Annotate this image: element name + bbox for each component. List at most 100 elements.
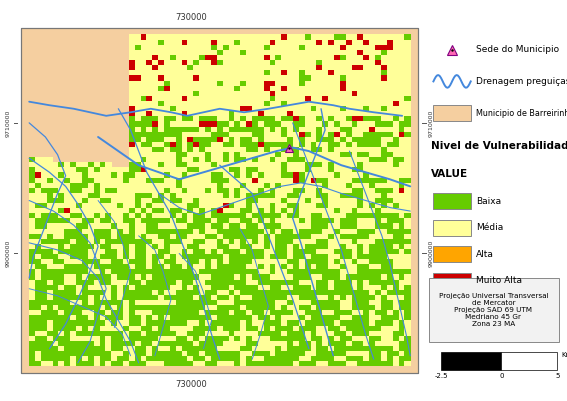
Bar <box>181 198 188 203</box>
Bar <box>158 259 164 264</box>
Bar <box>387 264 393 269</box>
Bar <box>188 346 194 351</box>
Bar <box>269 269 276 275</box>
Bar <box>264 249 270 254</box>
Bar <box>223 228 229 234</box>
Bar <box>211 228 217 234</box>
Bar <box>70 269 77 275</box>
Bar <box>170 218 176 223</box>
Bar <box>252 249 258 254</box>
Bar <box>340 157 346 162</box>
Bar <box>193 172 200 178</box>
Bar <box>117 310 124 315</box>
Bar <box>363 279 370 285</box>
Bar <box>281 172 287 178</box>
Bar <box>158 239 164 244</box>
Bar <box>240 315 247 320</box>
Bar <box>117 233 124 239</box>
Bar <box>269 300 276 305</box>
Bar <box>246 279 252 285</box>
Bar <box>369 152 375 157</box>
Bar <box>199 157 205 162</box>
Bar <box>346 157 352 162</box>
Bar <box>287 290 293 295</box>
Bar <box>399 325 405 331</box>
Bar <box>381 182 387 188</box>
Bar <box>129 351 135 356</box>
Bar <box>404 361 411 367</box>
Bar <box>269 346 276 351</box>
Bar <box>363 325 370 331</box>
Bar <box>88 290 94 295</box>
Bar <box>357 152 364 157</box>
Bar <box>246 259 252 264</box>
Bar <box>41 187 47 193</box>
Bar <box>205 351 211 356</box>
Bar <box>334 208 340 213</box>
Bar <box>94 340 100 346</box>
Bar <box>188 80 194 86</box>
Bar <box>304 55 311 60</box>
Bar <box>64 284 71 290</box>
Bar <box>246 192 252 198</box>
Bar <box>381 187 387 193</box>
Bar <box>105 172 112 178</box>
Bar <box>316 50 323 55</box>
Bar <box>181 142 188 147</box>
Bar <box>375 80 382 86</box>
Bar <box>258 295 264 300</box>
Bar <box>340 75 346 81</box>
Bar <box>299 172 305 178</box>
Bar <box>276 290 282 295</box>
Bar <box>205 101 211 106</box>
Bar <box>199 203 205 208</box>
Bar <box>141 315 147 320</box>
Bar <box>322 269 329 275</box>
Bar <box>164 34 170 40</box>
Bar <box>64 279 71 285</box>
Bar <box>211 325 217 331</box>
Bar <box>404 259 411 264</box>
Bar <box>322 75 329 81</box>
Bar <box>193 39 200 45</box>
Bar <box>64 203 71 208</box>
Bar <box>381 126 387 132</box>
Bar <box>141 162 147 167</box>
Bar <box>316 34 323 40</box>
Bar <box>153 39 159 45</box>
Bar <box>158 315 164 320</box>
Bar <box>211 335 217 341</box>
Bar <box>252 85 258 91</box>
Bar <box>246 39 252 45</box>
Bar <box>223 218 229 223</box>
Bar <box>287 284 293 290</box>
Bar <box>357 172 364 178</box>
Bar <box>276 310 282 315</box>
Bar <box>287 340 293 346</box>
Bar <box>352 228 358 234</box>
Bar <box>246 75 252 81</box>
Bar <box>304 335 311 341</box>
Bar <box>322 233 329 239</box>
Bar <box>176 269 182 275</box>
Bar <box>217 233 223 239</box>
Bar <box>340 198 346 203</box>
Bar <box>229 320 235 326</box>
Bar <box>328 80 335 86</box>
Bar <box>199 218 205 223</box>
Bar <box>188 121 194 126</box>
Bar <box>170 70 176 75</box>
Bar <box>158 233 164 239</box>
Bar <box>29 279 36 285</box>
Bar <box>117 284 124 290</box>
Bar <box>82 315 88 320</box>
Bar <box>100 259 106 264</box>
Bar <box>276 34 282 40</box>
Bar <box>393 218 399 223</box>
Bar <box>223 39 229 45</box>
Bar <box>363 356 370 361</box>
Bar <box>217 111 223 116</box>
Bar <box>146 172 153 178</box>
Bar <box>304 305 311 310</box>
Bar <box>70 177 77 182</box>
